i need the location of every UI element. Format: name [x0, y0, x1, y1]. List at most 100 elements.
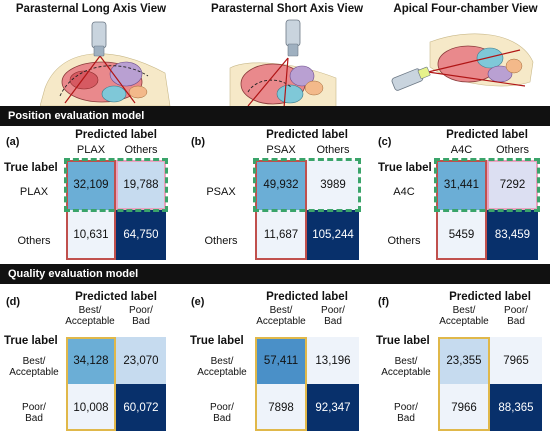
panel-c-true-row-outline — [434, 158, 540, 212]
panel-d-row-1: Best/ Acceptable — [4, 356, 64, 378]
panel-f-col-1: Best/ Acceptable — [434, 305, 494, 327]
panel-d-cell-fn: 23,070 — [116, 337, 166, 384]
panel-a-row-1: PLAX — [19, 186, 49, 198]
panel-b-cell-tp: 49,932 — [255, 160, 307, 210]
panel-d-cell-tp: 34,128 — [66, 337, 116, 384]
panel-f-row-2: Poor/ Bad — [375, 402, 437, 424]
panel-e-row-1: Best/ Acceptable — [191, 356, 253, 378]
panel-e-predicted-column-outline — [255, 337, 307, 431]
panel-f-cell-fn: 7965 — [490, 337, 542, 384]
panel-f-col-2-line-1: Poor/ — [504, 305, 528, 316]
panel-a-cell-fn: 19,788 — [116, 160, 166, 210]
panel-a-cell-tn: 64,750 — [116, 210, 166, 260]
panel-c-predicted-title: Predicted label — [446, 129, 528, 141]
panel-f-row-2-line-1: Poor/ — [394, 402, 418, 413]
panel-d-row-1-line-2: Acceptable — [9, 367, 59, 378]
panel-b-col-2: Others — [316, 144, 350, 156]
panel-b-predicted-title: Predicted label — [266, 129, 348, 141]
panel-a-true-label: True label — [4, 162, 58, 174]
panel-f-col-1-line-2: Acceptable — [439, 315, 489, 327]
panel-e-row-2-line-1: Poor/ — [210, 402, 234, 413]
panel-e-cell-fp: 7898 — [255, 384, 307, 431]
panel-f-col-2: Poor/ Bad — [490, 305, 542, 327]
panel-d-col-2-line-1: Poor/ — [129, 305, 153, 316]
panel-a-row-2: Others — [17, 235, 51, 247]
panel-e-cell-tn: 92,347 — [307, 384, 359, 431]
panel-f-predicted-column-outline — [438, 337, 490, 431]
panel-c-cell-fn: 7292 — [487, 160, 538, 210]
panel-e-cell-tp: 57,411 — [255, 337, 307, 384]
panel-e-row-1-line-2: Acceptable — [197, 367, 247, 378]
panel-a-col-1: PLAX — [76, 144, 106, 156]
panel-e-col-1: Best/ Acceptable — [251, 305, 311, 327]
panel-b-true-row-outline — [253, 158, 361, 212]
panel-c-row-1: A4C — [393, 186, 415, 198]
panel-e-col-1-line-2: Acceptable — [256, 315, 306, 327]
panel-d-row-2-line-2: Bad — [25, 413, 43, 424]
panel-e-letter: (e) — [191, 296, 205, 308]
position-section-header: Position evaluation model — [0, 106, 550, 126]
panel-c-cell-tp: 31,441 — [436, 160, 487, 210]
panel-e-col-1-line-1: Best/ — [269, 305, 293, 316]
panel-c-cell-tn: 83,459 — [487, 210, 538, 260]
panel-e-cell-fn: 13,196 — [307, 337, 359, 384]
panel-f-col-2-line-2: Bad — [507, 315, 525, 327]
panel-b-letter: (b) — [191, 136, 206, 148]
panel-b-cell-fp: 11,687 — [255, 210, 307, 260]
panel-d-row-2: Poor/ Bad — [4, 402, 64, 424]
panel-a-true-row-outline — [64, 158, 168, 212]
panel-d-col-2: Poor/ Bad — [116, 305, 166, 327]
panel-c-true-label: True label — [378, 162, 432, 174]
panel-e-col-2-line-1: Poor/ — [321, 305, 345, 316]
panel-d-cell-tn: 60,072 — [116, 384, 166, 431]
panel-b-cell-tn: 105,244 — [307, 210, 359, 260]
panel-b-row-2: Others — [204, 235, 238, 247]
panel-e-col-2: Poor/ Bad — [307, 305, 359, 327]
panel-c-cell-fp: 5459 — [436, 210, 487, 260]
panel-f-row-1: Best/ Acceptable — [375, 356, 437, 378]
panel-d-col-1-line-2: Acceptable — [65, 315, 115, 327]
panel-e-predicted-title: Predicted label — [266, 291, 348, 303]
panel-f-col-1-line-1: Best/ — [452, 305, 476, 316]
quality-section-header: Quality evaluation model — [0, 264, 550, 284]
panel-d-predicted-column-outline — [66, 337, 116, 431]
panel-f-cell-tn: 88,365 — [490, 384, 542, 431]
panel-f-cell-tp: 23,355 — [438, 337, 490, 384]
a4c-heart-illustration — [391, 33, 534, 91]
panel-e-true-label: True label — [190, 335, 244, 347]
panel-f-cell-fp: 7966 — [438, 384, 490, 431]
panel-f-row-1-line-1: Best/ — [394, 356, 418, 367]
panel-d-col-1-line-1: Best/ — [78, 305, 102, 316]
panel-e-row-2-line-2: Bad — [213, 413, 231, 424]
view-title-plax: Parasternal Long Axis View — [15, 3, 167, 15]
panel-d-row-2-line-1: Poor/ — [22, 402, 46, 413]
panel-c-col-1: A4C — [450, 144, 473, 156]
panel-d-col-1: Best/ Acceptable — [62, 305, 118, 327]
panel-d-row-1-line-1: Best/ — [22, 356, 46, 367]
panel-f-letter: (f) — [378, 296, 389, 308]
panel-b-cell-fn: 3989 — [307, 160, 359, 210]
panel-d-col-2-line-2: Bad — [132, 315, 150, 327]
panel-f-row-1-line-2: Acceptable — [381, 367, 431, 378]
view-title-a4c: Apical Four-chamber View — [393, 3, 538, 15]
panel-f-true-label: True label — [376, 335, 430, 347]
panel-a-cell-tp: 32,109 — [66, 160, 116, 210]
panel-a-letter: (a) — [6, 136, 20, 148]
panel-d-true-label: True label — [4, 335, 58, 347]
panel-b-row-1: PSAX — [206, 186, 236, 198]
psax-heart-illustration — [229, 19, 337, 108]
panel-f-row-2-line-2: Bad — [397, 413, 415, 424]
panel-d-cell-fp: 10,008 — [66, 384, 116, 431]
panel-a-col-2: Others — [124, 144, 158, 156]
panel-c-row-2: Others — [387, 235, 421, 247]
panel-b-col-1: PSAX — [266, 144, 296, 156]
panel-e-row-2: Poor/ Bad — [191, 402, 253, 424]
panel-f-predicted-title: Predicted label — [449, 291, 531, 303]
panel-d-predicted-title: Predicted label — [75, 291, 157, 303]
panel-a-cell-fp: 10,631 — [66, 210, 116, 260]
view-title-psax: Parasternal Short Axis View — [210, 3, 364, 15]
plax-heart-illustration — [40, 21, 171, 106]
panel-a-predicted-title: Predicted label — [75, 129, 157, 141]
panel-c-letter: (c) — [378, 136, 392, 148]
panel-d-letter: (d) — [6, 296, 21, 308]
